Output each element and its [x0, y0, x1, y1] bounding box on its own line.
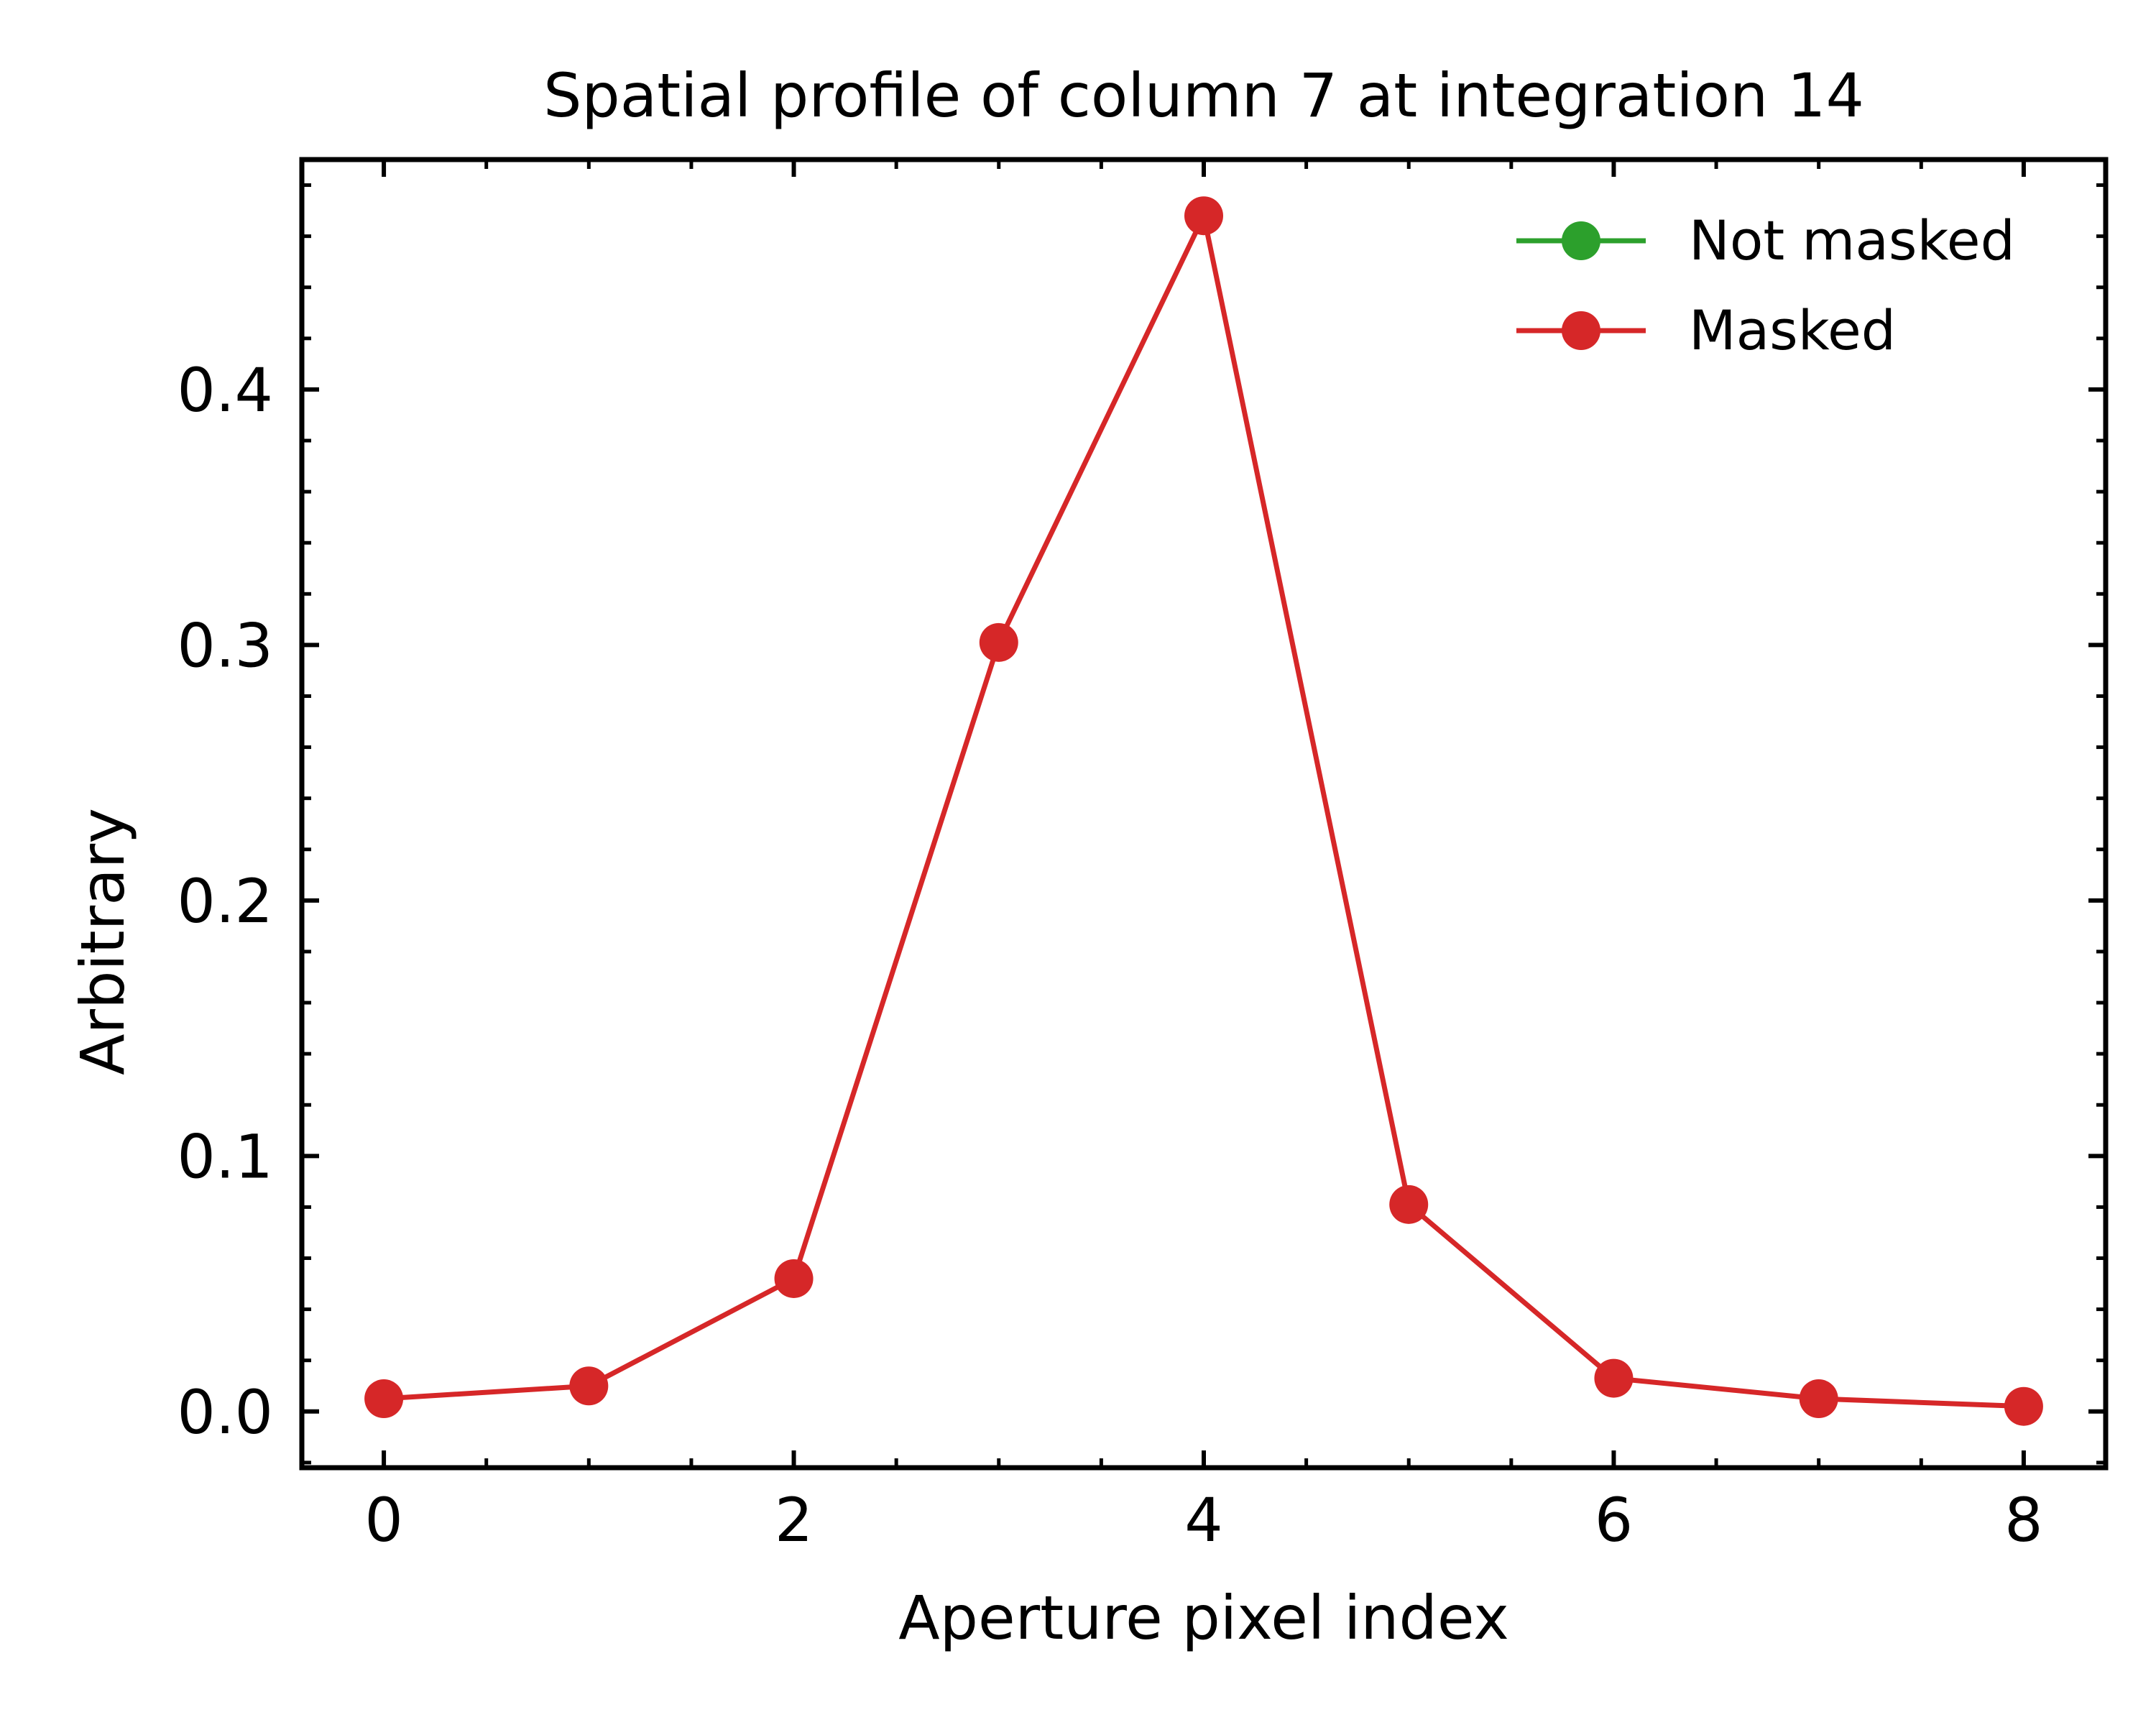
- x-tick-label: 6: [1595, 1485, 1633, 1555]
- tick-labels: 0 2 4 6 8 0.0 0.1 0.2 0.3 0.4: [177, 355, 2042, 1555]
- masked-data-point: [1184, 196, 1223, 236]
- masked-data-point: [569, 1366, 609, 1406]
- y-axis-label: Arbitrary: [68, 808, 138, 1075]
- y-tick-label: 0.3: [177, 610, 273, 681]
- masked-data-point: [1799, 1379, 1838, 1419]
- y-tick-label: 0.2: [177, 866, 273, 937]
- y-tick-label: 0.1: [177, 1121, 273, 1192]
- not-masked-legend-marker: [1562, 221, 1600, 260]
- x-tick-label: 8: [2004, 1485, 2042, 1555]
- x-tick-label: 4: [1184, 1485, 1222, 1555]
- masked-data-point: [1389, 1184, 1429, 1224]
- legend: Not masked Masked: [1516, 208, 2015, 362]
- y-tick-label: 0.0: [177, 1377, 273, 1448]
- y-tick-label: 0.4: [177, 355, 273, 426]
- masked-data-point: [364, 1379, 404, 1419]
- masked-legend-marker: [1562, 311, 1600, 350]
- masked-legend-label: Masked: [1689, 298, 1896, 362]
- not-masked-legend-label: Not masked: [1689, 208, 2015, 272]
- plot-series: [364, 196, 2043, 1426]
- masked-data-point: [979, 622, 1018, 662]
- masked-data-point: [2004, 1386, 2043, 1426]
- plot-frame: [299, 157, 2109, 1471]
- x-axis-label: Aperture pixel index: [898, 1583, 1509, 1653]
- x-tick-label: 0: [364, 1485, 402, 1555]
- x-tick-label: 2: [775, 1485, 813, 1555]
- masked-data-point: [1594, 1358, 1634, 1398]
- masked-data-point: [774, 1259, 814, 1298]
- chart-title: Spatial profile of column 7 at integrati…: [543, 60, 1864, 131]
